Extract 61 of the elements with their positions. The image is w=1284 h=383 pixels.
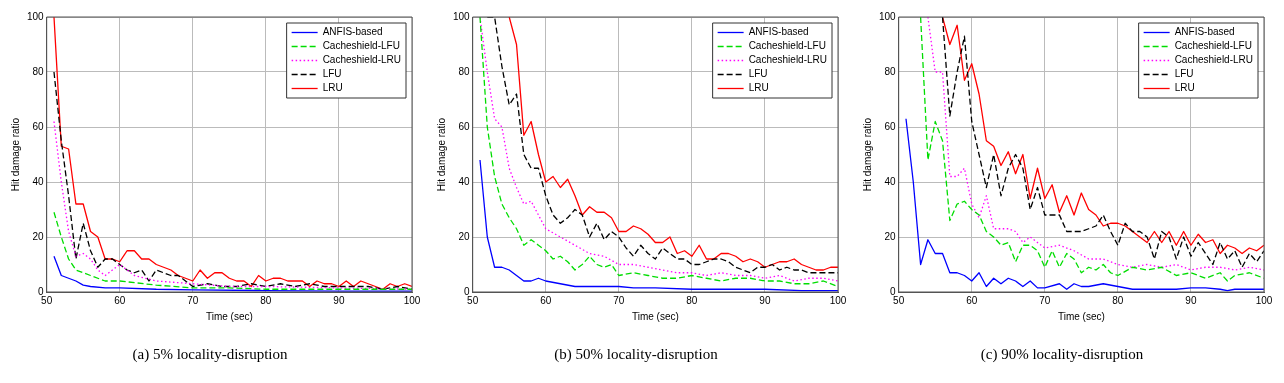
y-tick-label: 20 <box>884 230 897 242</box>
y-tick-label: 80 <box>884 65 897 77</box>
x-tick-label: 90 <box>333 294 345 306</box>
x-tick-label: 70 <box>187 294 199 306</box>
y-axis-title: Hit damage ratio <box>861 117 873 192</box>
legend-label: ANFIS-based <box>748 26 809 38</box>
x-axis-title: Time (sec) <box>205 310 253 322</box>
legend-label: LRU <box>1174 82 1195 94</box>
y-tick-label: 40 <box>32 175 45 187</box>
y-tick-label: 80 <box>32 65 45 77</box>
y-tick-label: 100 <box>879 10 897 22</box>
legend-label: LFU <box>1174 68 1194 80</box>
y-tick-label: 100 <box>453 10 471 22</box>
legend-label: LRU <box>748 82 769 94</box>
text: (b) 50% locality-disruption <box>554 345 719 363</box>
legend-label: LFU <box>748 68 768 80</box>
x-tick-label: 60 <box>540 294 552 306</box>
y-tick-label: 0 <box>38 285 45 297</box>
x-tick-label: 50 <box>41 294 53 306</box>
x-tick-label: 80 <box>1112 294 1124 306</box>
legend-label: Cacheshield-LFU <box>748 40 826 52</box>
legend-label: LFU <box>322 68 342 80</box>
legend-label: Cacheshield-LRU <box>748 54 828 66</box>
x-axis-title: Time (sec) <box>631 310 679 322</box>
x-tick-label: 50 <box>893 294 905 306</box>
x-tick-label: 80 <box>260 294 272 306</box>
legend-label: Cacheshield-LFU <box>1174 40 1252 52</box>
y-tick-label: 20 <box>32 230 45 242</box>
x-tick-label: 90 <box>1185 294 1197 306</box>
text: (a) 5% locality-disruption <box>132 345 288 363</box>
y-tick-label: 60 <box>458 120 471 132</box>
y-axis-title: Hit damage ratio <box>9 117 21 192</box>
y-tick-label: 0 <box>464 285 471 297</box>
legend-label: Cacheshield-LRU <box>1174 54 1254 66</box>
legend-label: ANFIS-based <box>1174 26 1235 38</box>
line-series <box>53 211 412 290</box>
y-tick-label: 100 <box>27 10 45 22</box>
y-tick-label: 60 <box>32 120 45 132</box>
y-tick-label: 60 <box>884 120 897 132</box>
x-tick-label: 70 <box>1039 294 1051 306</box>
x-tick-label: 90 <box>759 294 771 306</box>
y-tick-label: 40 <box>458 175 471 187</box>
x-tick-label: 70 <box>613 294 625 306</box>
x-tick-label: 60 <box>966 294 978 306</box>
x-tick-label: 100 <box>829 294 847 306</box>
y-tick-label: 0 <box>890 285 897 297</box>
x-tick-label: 60 <box>114 294 126 306</box>
x-tick-label: 100 <box>403 294 421 306</box>
legend-label: ANFIS-based <box>322 26 383 38</box>
x-tick-label: 100 <box>1255 294 1273 306</box>
y-axis-title: Hit damage ratio <box>435 117 447 192</box>
x-axis-title: Time (sec) <box>1057 310 1105 322</box>
x-tick-label: 50 <box>467 294 479 306</box>
legend-label: LRU <box>322 82 343 94</box>
legend-label: Cacheshield-LRU <box>322 54 402 66</box>
legend-label: Cacheshield-LFU <box>322 40 400 52</box>
x-tick-label: 80 <box>686 294 698 306</box>
y-tick-label: 80 <box>458 65 471 77</box>
y-tick-label: 40 <box>884 175 897 187</box>
y-tick-label: 20 <box>458 230 471 242</box>
text: (c) 90% locality-disruption <box>980 345 1144 363</box>
